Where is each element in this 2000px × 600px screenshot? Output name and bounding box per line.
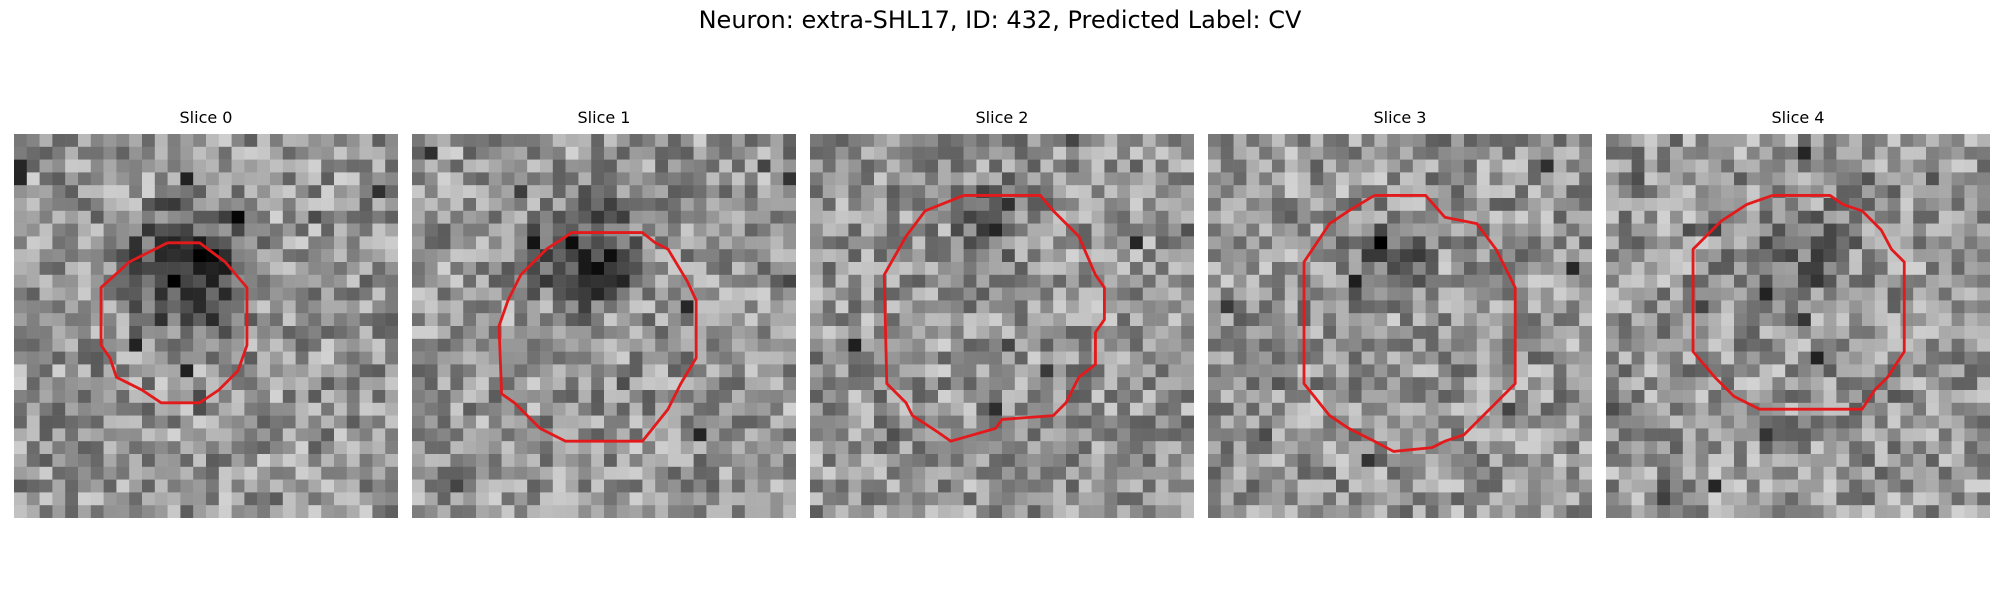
slice-title-0: Slice 0 [179,108,233,127]
slice-title-2: Slice 2 [975,108,1029,127]
pixel-grid [1606,134,1990,518]
slice-panel-0: Slice 0 [14,108,398,520]
roi-contour [882,194,1106,443]
pixel-grid [412,134,796,518]
slice-image-4 [1606,134,1990,518]
pixel-grid [14,134,398,518]
slice-title-1: Slice 1 [577,108,631,127]
roi-contour [497,231,698,443]
roi-contour [1302,194,1517,453]
pixel-grid [1208,134,1592,518]
slice-panel-2: Slice 2 [810,108,1194,520]
slice-image-0 [14,134,398,518]
figure-title: Neuron: extra-SHL17, ID: 432, Predicted … [698,6,1302,34]
slice-panel-4: Slice 4 [1606,108,1990,520]
slice-image-1 [412,134,796,518]
roi-contour [99,241,249,405]
roi-contour [1691,194,1906,411]
slice-image-2 [810,134,1194,518]
pixel-grid [810,134,1194,518]
slice-image-3 [1208,134,1592,518]
slice-panel-1: Slice 1 [412,108,796,520]
slice-panel-3: Slice 3 [1208,108,1592,520]
slice-title-3: Slice 3 [1373,108,1427,127]
slice-title-4: Slice 4 [1771,108,1825,127]
